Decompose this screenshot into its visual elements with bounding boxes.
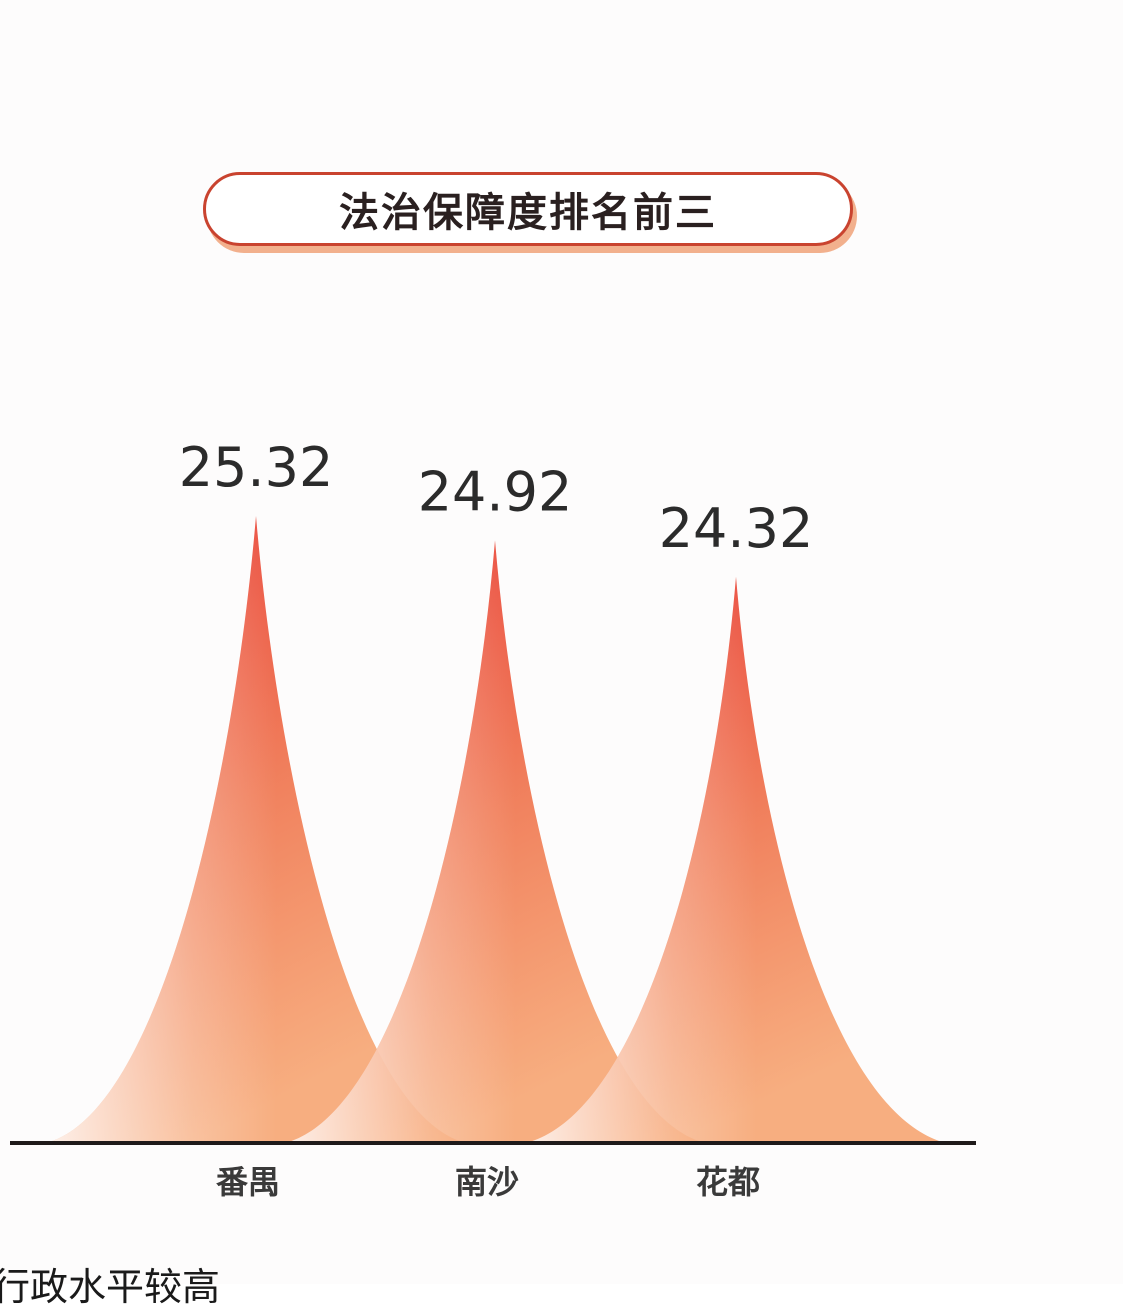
category-label-2: 南沙 xyxy=(455,1163,519,1201)
peak-1-highlight xyxy=(46,516,466,1143)
peaks-layer xyxy=(46,516,946,1143)
value-label-1: 25.32 xyxy=(179,436,334,499)
peak-3-highlight xyxy=(526,576,946,1143)
labels-layer: 25.32 番禺 24.92 南沙 24.32 花都 xyxy=(179,436,814,1201)
chart-title-pill: 法治保障度排名前三 xyxy=(203,172,853,246)
value-label-3: 24.32 xyxy=(659,497,814,560)
category-label-1: 番禺 xyxy=(216,1163,280,1201)
value-label-2: 24.92 xyxy=(418,460,573,523)
chart-title: 法治保障度排名前三 xyxy=(339,190,717,236)
peak-chart: 25.32 番禺 24.92 南沙 24.32 花都 xyxy=(10,436,976,1201)
category-label-3: 花都 xyxy=(696,1163,760,1201)
peak-2-highlight xyxy=(285,540,705,1143)
